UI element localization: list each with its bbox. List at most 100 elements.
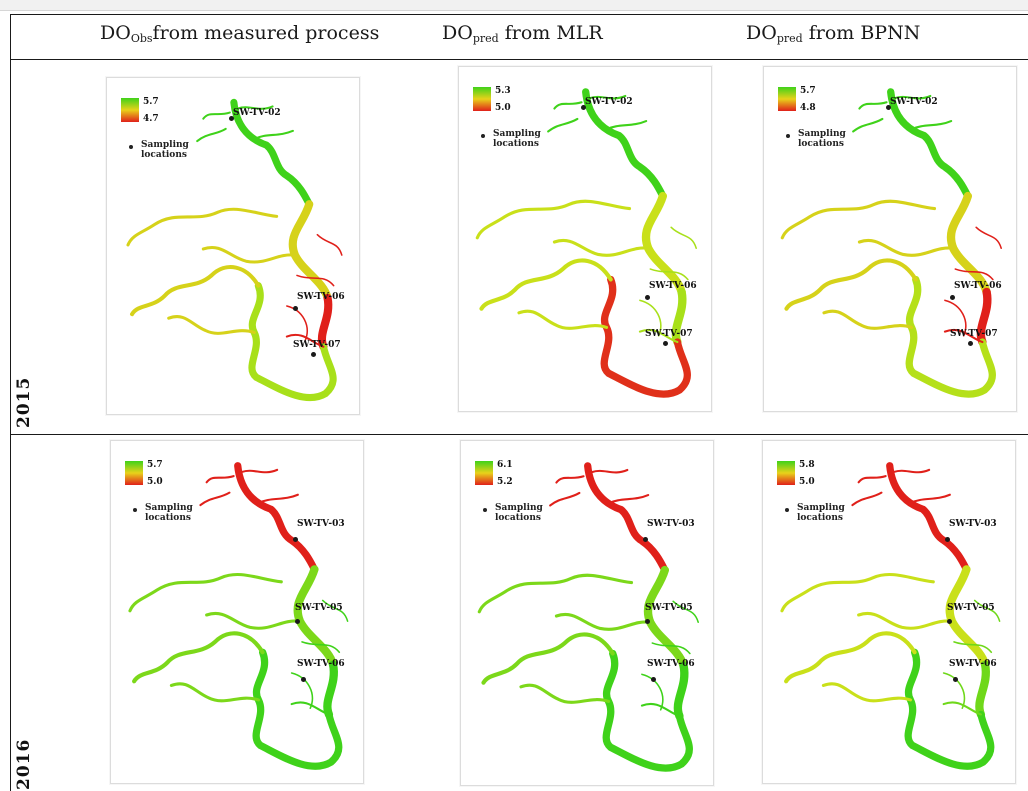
map-panel-2015-observed: 5.7 4.7 Sampling locations SW-TV-02 SW-TV-06 S… (106, 77, 360, 415)
legend-sampling-dot (785, 508, 789, 512)
legend-min-value: 5.0 (147, 477, 163, 487)
river-segment (517, 309, 609, 330)
legend-sampling-dot (129, 145, 133, 149)
header-mlr: DOpred from MLR (442, 22, 603, 45)
header-observed: DOObsfrom measured process (100, 22, 380, 45)
site-label-sw-tv-06: SW-TV-06 (954, 281, 1002, 291)
site-label-sw-tv-05: SW-TV-05 (947, 603, 995, 613)
river-segment (481, 632, 615, 685)
river-segment (784, 258, 918, 311)
legend-max-value: 5.8 (799, 460, 815, 470)
river-segment (821, 682, 913, 703)
legend-sampling-label: Sampling locations (145, 503, 193, 523)
river-segment (252, 648, 343, 770)
legend-sampling-label: Sampling locations (141, 140, 189, 160)
site-label-sw-tv-06: SW-TV-06 (647, 659, 695, 669)
river-segment (196, 105, 294, 143)
legend-color-bar (475, 461, 493, 485)
legend-color-bar (777, 461, 795, 485)
sampling-location-marker (293, 306, 298, 311)
river-segment (942, 599, 1001, 710)
legend-sampling-dot (481, 134, 485, 138)
legend-max-value: 5.7 (800, 86, 816, 96)
river-segment (248, 282, 337, 402)
river-segment (205, 611, 302, 630)
site-label-sw-tv-07: SW-TV-07 (645, 329, 693, 339)
river-network-map (477, 462, 699, 772)
site-label-sw-tv-07: SW-TV-07 (293, 340, 341, 350)
sampling-location-marker (968, 341, 973, 346)
sampling-location-marker (581, 105, 586, 110)
legend-sampling-dot (133, 508, 137, 512)
river-segment (286, 233, 343, 342)
sampling-location-marker (311, 352, 316, 357)
sampling-location-marker (945, 537, 950, 542)
site-label-sw-tv-05: SW-TV-05 (645, 603, 693, 613)
river-segment (549, 468, 650, 507)
table-border-top (10, 14, 1028, 15)
river-segment (479, 258, 613, 311)
river-segment (822, 309, 914, 330)
river-segment (293, 565, 338, 669)
river-segment (201, 246, 297, 264)
site-label-sw-tv-06: SW-TV-06 (949, 659, 997, 669)
river-segment (519, 683, 611, 704)
year-label-2016: 2016 (14, 738, 34, 790)
river-segment (905, 275, 996, 398)
river-segment (584, 462, 669, 574)
legend-max-value: 5.7 (147, 460, 163, 470)
sampling-location-marker (229, 116, 234, 121)
river-segment (132, 631, 265, 684)
river-segment (976, 287, 992, 347)
river-segment (945, 565, 990, 669)
river-network-map (128, 462, 349, 770)
top-strip (0, 0, 1028, 11)
legend-sampling-label: Sampling locations (495, 503, 543, 523)
river-segment (130, 265, 261, 317)
map-panel-2016-mlr: 6.1 5.2 Sampling locations SW-TV-03 SW-TV-05 S… (460, 440, 714, 786)
river-segment (780, 573, 935, 613)
legend-max-value: 5.7 (143, 97, 159, 107)
river-segment (851, 468, 951, 507)
map-panel-2016-bpnn: 5.8 5.0 Sampling locations SW-TV-03 SW-TV-05 S… (762, 440, 1016, 784)
river-segment (288, 200, 332, 302)
river-segment (946, 191, 991, 297)
river-segment (641, 600, 699, 711)
site-label-sw-tv-03: SW-TV-03 (297, 519, 345, 529)
sampling-location-marker (950, 295, 955, 300)
map-panel-2015-bpnn: 5.7 4.8 Sampling locations SW-TV-02 SW-TV-06 S… (763, 66, 1017, 412)
river-segment (167, 315, 256, 335)
map-panel-2015-mlr: 5.3 5.0 Sampling locations SW-TV-02 SW-TV-06 S… (458, 66, 712, 412)
sampling-location-marker (645, 619, 650, 624)
legend-min-value: 5.0 (495, 103, 511, 113)
map-panel-2016-observed: 5.7 5.0 Sampling locations SW-TV-03 SW-TV-05 S… (110, 440, 364, 784)
site-label-sw-tv-05: SW-TV-05 (295, 603, 343, 613)
river-network-map (475, 88, 697, 398)
river-network-map (780, 462, 1001, 770)
river-segment (671, 287, 687, 347)
legend-max-value: 6.1 (497, 460, 513, 470)
header-divider (10, 59, 1028, 60)
river-segment (234, 462, 319, 573)
river-segment (169, 682, 261, 703)
legend-color-bar (121, 98, 139, 122)
river-segment (784, 631, 917, 684)
site-label-sw-tv-03: SW-TV-03 (647, 519, 695, 529)
river-segment (600, 275, 691, 398)
legend-sampling-dot (786, 134, 790, 138)
sampling-location-marker (651, 677, 656, 682)
sampling-location-marker (301, 677, 306, 682)
river-segment (643, 565, 688, 671)
sampling-location-marker (293, 537, 298, 542)
legend-sampling-label: Sampling locations (493, 129, 541, 149)
river-segment (904, 648, 995, 770)
river-segment (639, 226, 697, 337)
river-segment (857, 238, 955, 257)
river-segment (857, 611, 954, 630)
river-segment (673, 661, 689, 721)
site-label-sw-tv-07: SW-TV-07 (950, 329, 998, 339)
river-segment (477, 573, 634, 614)
river-segment (475, 199, 632, 240)
site-label-sw-tv-02: SW-TV-02 (890, 97, 938, 107)
